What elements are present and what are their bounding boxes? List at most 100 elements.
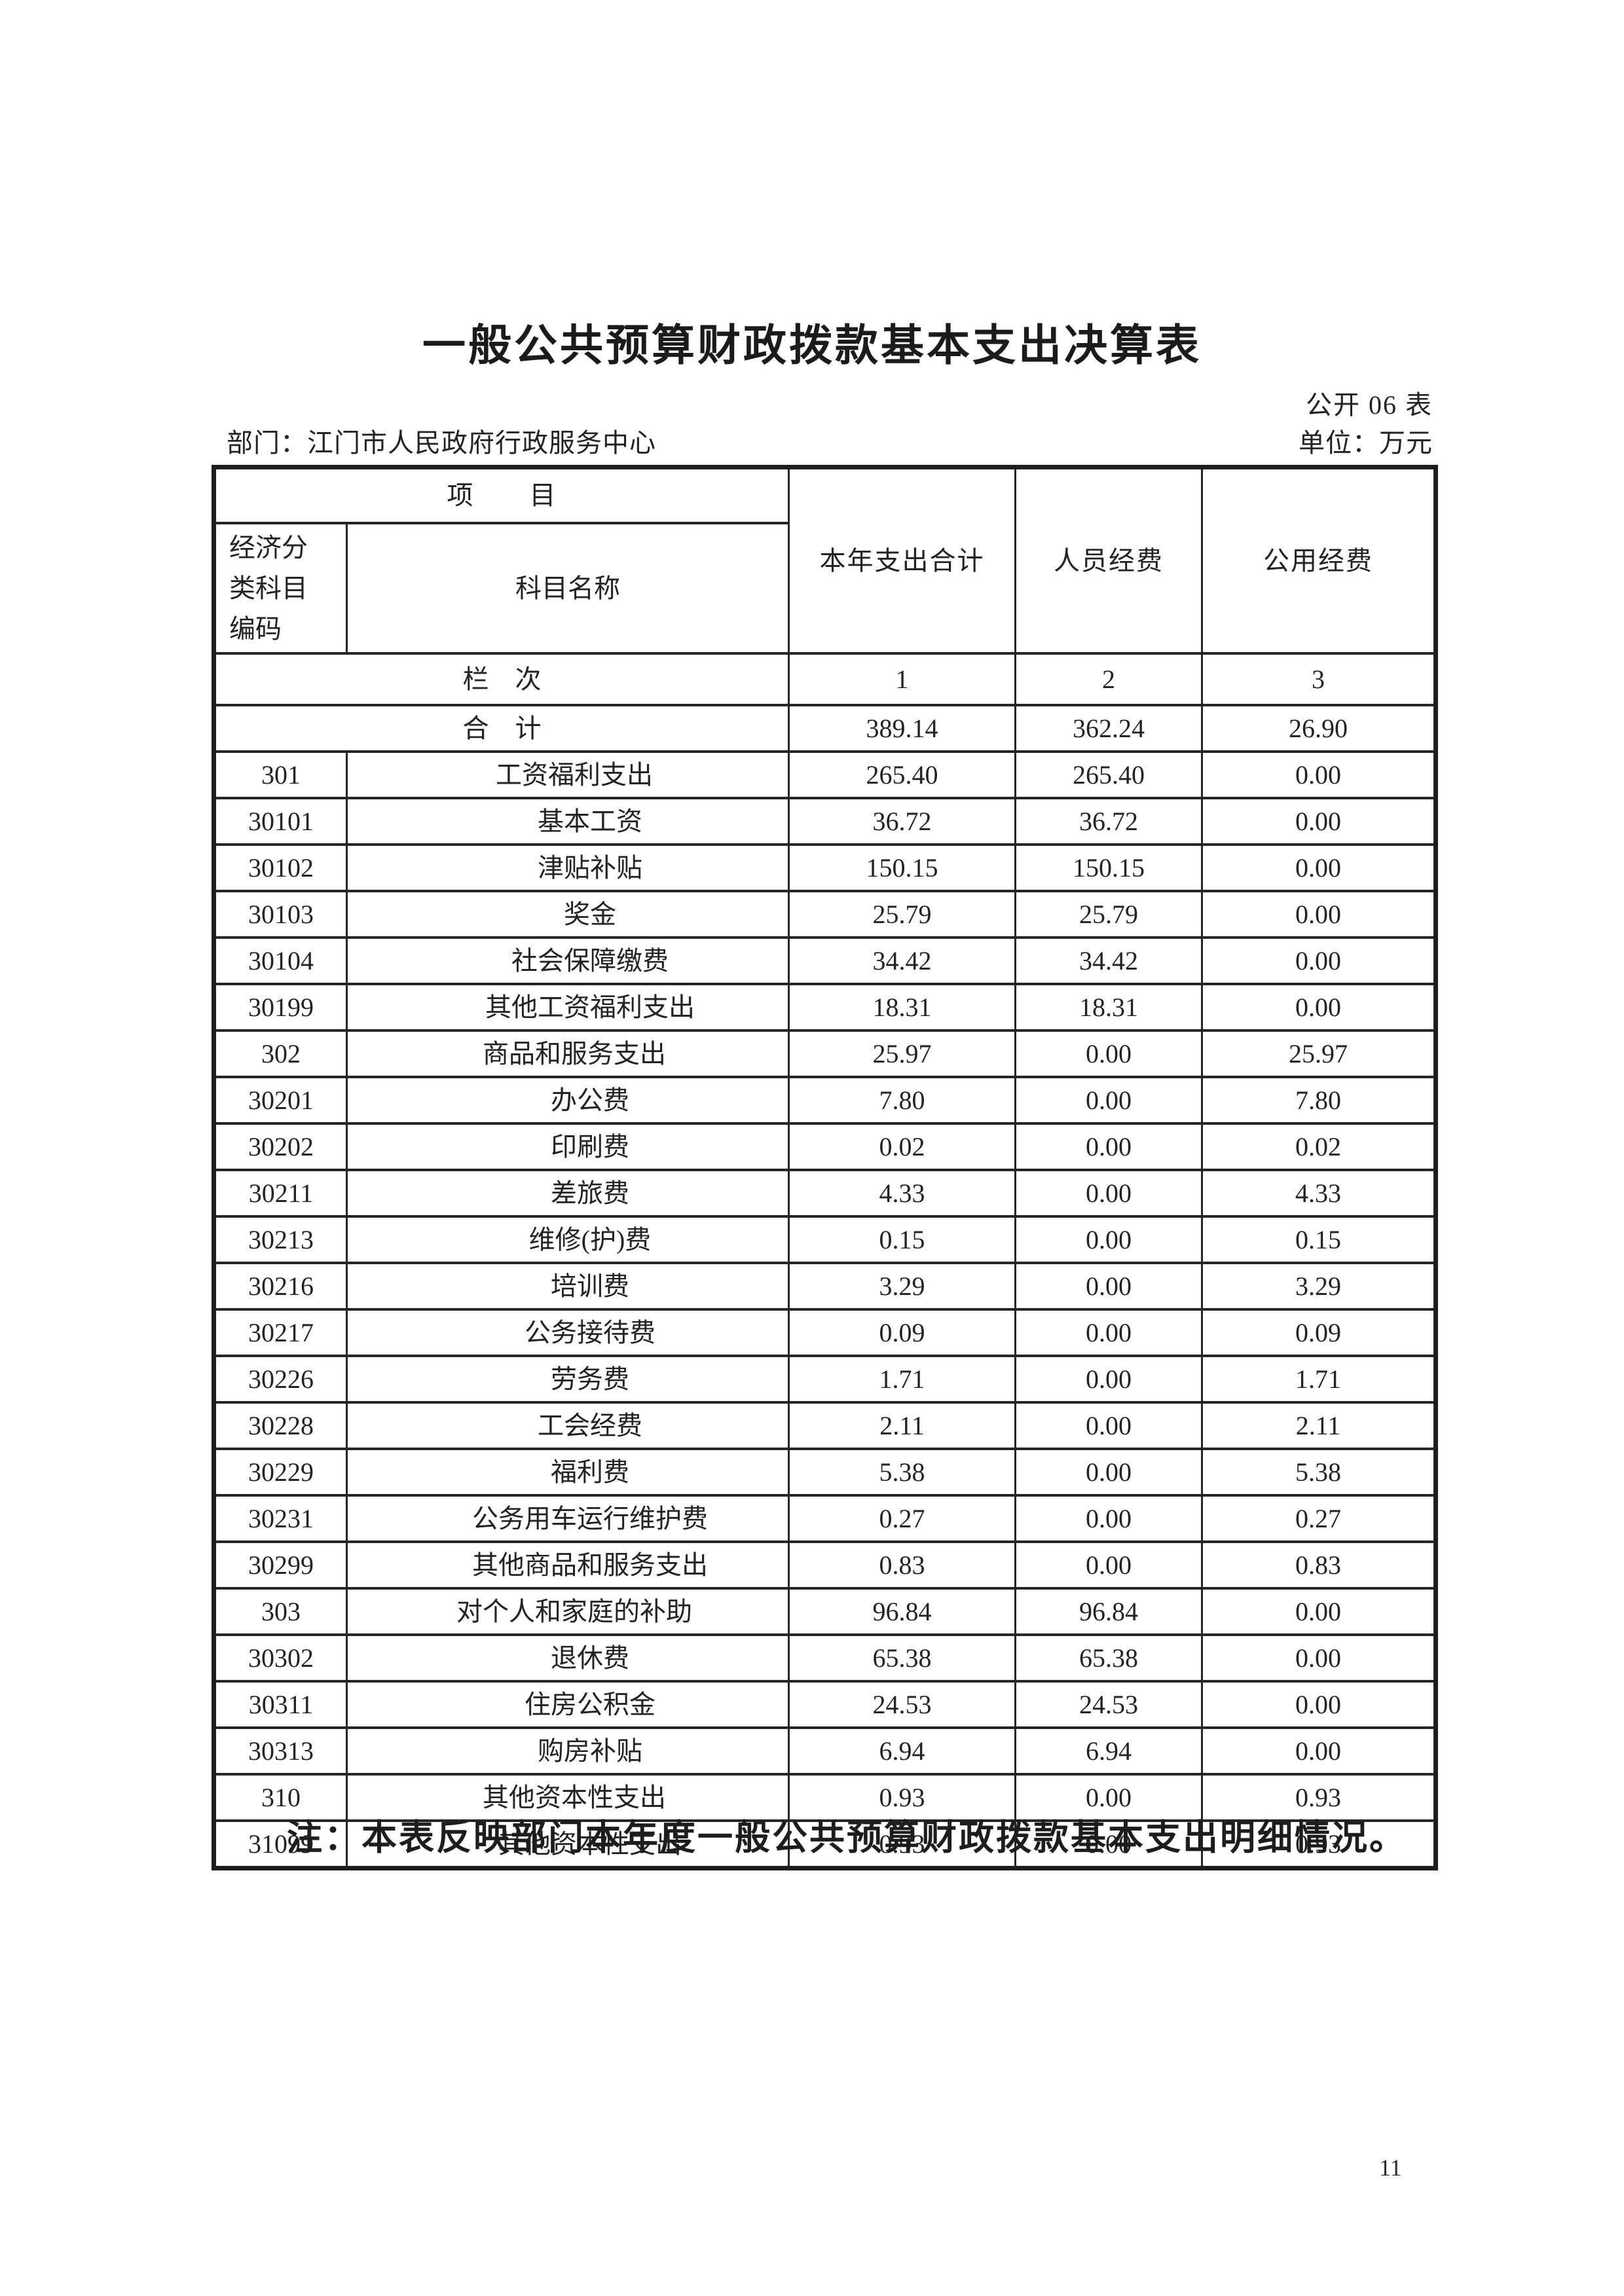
table-row: 30102 津贴补贴 150.15 150.15 0.00 [213, 843, 1437, 892]
personnel-cell: 0.00 [1014, 1029, 1203, 1078]
public-cell: 0.00 [1201, 750, 1437, 799]
table-row: 301 工资福利支出 265.40 265.40 0.00 [213, 750, 1437, 799]
name-cell: 对个人和家庭的补助 [346, 1587, 790, 1636]
total-cell: 4.33 [788, 1169, 1016, 1218]
table-row: 30231 公务用车运行维护费 0.27 0.00 0.27 [213, 1494, 1437, 1543]
public-cell: 0.00 [1201, 1680, 1437, 1729]
code-cell: 30229 [213, 1448, 348, 1497]
name-cell: 购房补贴 [346, 1726, 790, 1776]
total-cell: 150.15 [788, 843, 1016, 892]
name-cell: 培训费 [346, 1262, 790, 1311]
total-cell: 265.40 [788, 750, 1016, 799]
total-cell: 0.02 [788, 1122, 1016, 1171]
public-cell: 0.93 [1201, 1819, 1437, 1870]
public-cell: 0.00 [1201, 843, 1437, 892]
personnel-cell: 24.53 [1014, 1680, 1203, 1729]
header-row-subhead: 经济分 类科目 编码 科目名称 [213, 522, 1436, 655]
code-cell: 310 [213, 1773, 348, 1822]
personnel-cell: 265.40 [1014, 750, 1203, 799]
public-cell: 0.00 [1201, 890, 1437, 939]
personnel-cell: 0.00 [1014, 1540, 1203, 1590]
name-cell: 维修(护)费 [346, 1215, 790, 1264]
public-cell: 1.71 [1201, 1355, 1437, 1404]
code-cell: 30311 [213, 1680, 348, 1729]
header-col-public: 公用经费 [1201, 465, 1437, 655]
name-cell: 其他商品和服务支出 [346, 1540, 790, 1590]
personnel-cell: 96.84 [1014, 1587, 1203, 1636]
rank-number-2: 2 [1014, 652, 1203, 706]
name-cell: 商品和服务支出 [346, 1029, 790, 1078]
personnel-cell: 0.00 [1014, 1355, 1203, 1404]
table-row: 30216 培训费 3.29 0.00 3.29 [213, 1262, 1437, 1311]
public-cell: 0.93 [1201, 1773, 1437, 1822]
code-cell: 30213 [213, 1215, 348, 1264]
table-row: 303 对个人和家庭的补助 96.84 96.84 0.00 [213, 1587, 1437, 1636]
public-cell: 0.00 [1201, 983, 1437, 1032]
name-cell: 差旅费 [346, 1169, 790, 1218]
table-row: 30104 社会保障缴费 34.42 34.42 0.00 [213, 936, 1437, 985]
budget-table: 项 目 本年支出合计 人员经费 公用经费 经济分 类科目 编码 科目名称 栏 次… [212, 465, 1438, 1870]
code-cell: 301 [213, 750, 348, 799]
total-cell: 6.94 [788, 1726, 1016, 1776]
personnel-cell: 0.00 [1014, 1308, 1203, 1357]
code-cell: 30313 [213, 1726, 348, 1776]
header-project-cell: 项 目 [213, 465, 790, 524]
public-cell: 5.38 [1201, 1448, 1437, 1497]
personnel-cell: 34.42 [1014, 936, 1203, 985]
table-row: 30313 购房补贴 6.94 6.94 0.00 [213, 1726, 1437, 1776]
rank-row: 栏 次 1 2 3 [213, 652, 1437, 706]
public-cell: 0.00 [1201, 1633, 1437, 1683]
total-cell: 5.38 [788, 1448, 1016, 1497]
total-cell: 7.80 [788, 1076, 1016, 1125]
header-col-total: 本年支出合计 [788, 465, 1016, 655]
code-cell: 30211 [213, 1169, 348, 1218]
code-cell: 30216 [213, 1262, 348, 1311]
code-cell: 30217 [213, 1308, 348, 1357]
table-row: 30202 印刷费 0.02 0.00 0.02 [213, 1122, 1437, 1171]
public-cell: 3.29 [1201, 1262, 1437, 1311]
name-cell: 奖金 [346, 890, 790, 939]
table-row: 30217 公务接待费 0.09 0.00 0.09 [213, 1308, 1437, 1357]
name-cell: 福利费 [346, 1448, 790, 1497]
name-cell: 基本工资 [346, 797, 790, 846]
total-cell: 24.53 [788, 1680, 1016, 1729]
public-cell: 0.02 [1201, 1122, 1437, 1171]
name-cell: 劳务费 [346, 1355, 790, 1404]
name-cell: 公务用车运行维护费 [346, 1494, 790, 1543]
total-cell: 96.84 [788, 1587, 1016, 1636]
code-cell: 30299 [213, 1540, 348, 1590]
personnel-cell: 0.00 [1014, 1401, 1203, 1450]
code-cell: 30104 [213, 936, 348, 985]
public-cell: 0.00 [1201, 797, 1437, 846]
code-cell: 30228 [213, 1401, 348, 1450]
total-public-cell: 26.90 [1201, 704, 1437, 753]
table-row: 30211 差旅费 4.33 0.00 4.33 [213, 1169, 1437, 1218]
table-row: 30299 其他商品和服务支出 0.83 0.00 0.83 [213, 1540, 1437, 1590]
personnel-cell: 0.00 [1014, 1262, 1203, 1311]
personnel-cell: 0.00 [1014, 1122, 1203, 1171]
total-cell: 2.11 [788, 1401, 1016, 1450]
personnel-cell: 0.00 [1014, 1215, 1203, 1264]
code-cell: 30231 [213, 1494, 348, 1543]
table-row: 30229 福利费 5.38 0.00 5.38 [213, 1448, 1437, 1497]
total-cell: 0.93 [788, 1773, 1016, 1822]
total-cell: 36.72 [788, 797, 1016, 846]
personnel-cell: 0.00 [1014, 1773, 1203, 1822]
total-personnel-cell: 362.24 [1014, 704, 1203, 753]
public-cell: 0.27 [1201, 1494, 1437, 1543]
total-row: 合 计 389.14 362.24 26.90 [213, 704, 1437, 753]
table-row: 30103 奖金 25.79 25.79 0.00 [213, 890, 1437, 939]
rank-label: 栏 次 [213, 652, 790, 706]
personnel-cell: 18.31 [1014, 983, 1203, 1032]
page-title: 一般公共预算财政拨款基本支出决算表 [422, 322, 1202, 370]
table-row: 30201 办公费 7.80 0.00 7.80 [213, 1076, 1437, 1125]
name-cell: 其他工资福利支出 [346, 983, 790, 1032]
total-cell: 1.71 [788, 1355, 1016, 1404]
name-cell: 住房公积金 [346, 1680, 790, 1729]
code-cell: 30199 [213, 983, 348, 1032]
public-cell: 4.33 [1201, 1169, 1437, 1218]
header-row-project: 项 目 本年支出合计 人员经费 公用经费 [213, 465, 1437, 655]
header-subject-label: 科目名称 [346, 522, 790, 655]
public-cell: 0.00 [1201, 936, 1437, 985]
